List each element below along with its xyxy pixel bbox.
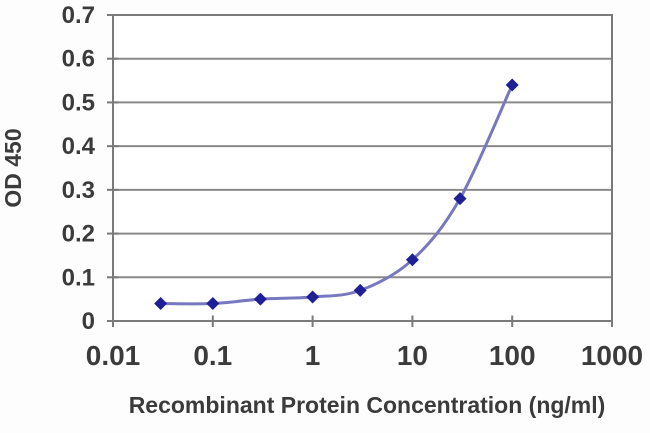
y-tick-label: 0.7 [62, 2, 95, 29]
data-point-marker [253, 292, 267, 306]
plot-background-layer [113, 15, 612, 321]
y-tick-label: 0.1 [62, 264, 95, 291]
x-tick-label: 0.01 [86, 340, 141, 371]
x-tick-label: 1 [305, 340, 321, 371]
data-series-layer [154, 78, 519, 311]
x-tick-label: 100 [489, 340, 536, 371]
x-tick-label: 10 [397, 340, 428, 371]
x-tick-label: 0.1 [193, 340, 232, 371]
y-tick-label: 0 [82, 308, 95, 335]
data-point-marker [206, 297, 220, 311]
y-tick-label: 0.3 [62, 177, 95, 204]
plot-border-layer [112, 14, 613, 322]
y-tick-label: 0.6 [62, 46, 95, 73]
y-tick-label: 0.5 [62, 89, 95, 116]
data-point-marker [505, 78, 519, 92]
data-point-marker [306, 290, 320, 304]
axis-ticks-layer [107, 14, 613, 327]
gridlines-layer [113, 57, 612, 279]
plot-border [112, 14, 613, 322]
data-point-marker [453, 192, 467, 206]
data-point-marker [405, 253, 419, 267]
plot-area-background [113, 15, 612, 321]
y-tick-label: 0.2 [62, 221, 95, 248]
y-axis-title: OD 450 [0, 128, 26, 207]
y-tick-label: 0.4 [62, 133, 96, 160]
data-point-marker [353, 283, 367, 297]
x-tick-label: 1000 [581, 340, 643, 371]
x-axis-title: Recombinant Protein Concentration (ng/ml… [129, 392, 606, 418]
tick-labels-layer: 0.01 0.1 1 10 100 1000 0 0.1 0.2 0.3 0.4 0.5 0.6 0.7 [62, 2, 644, 371]
data-point-marker [154, 297, 168, 311]
